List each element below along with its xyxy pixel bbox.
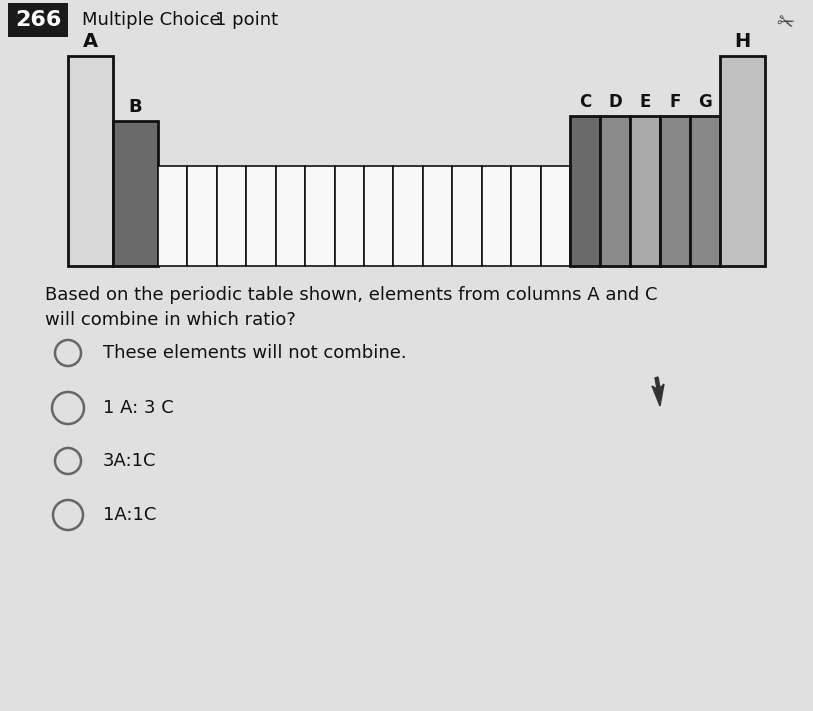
- Bar: [482, 166, 511, 266]
- Text: 1 A: 3 C: 1 A: 3 C: [103, 399, 174, 417]
- Text: Based on the periodic table shown, elements from columns A and C: Based on the periodic table shown, eleme…: [45, 286, 658, 304]
- Polygon shape: [652, 377, 664, 406]
- Bar: [335, 166, 364, 266]
- Bar: [570, 116, 600, 266]
- Text: 266: 266: [15, 10, 61, 30]
- Bar: [630, 116, 660, 266]
- Bar: [8, 3, 68, 37]
- Text: will combine in which ratio?: will combine in which ratio?: [45, 311, 296, 329]
- Bar: [393, 166, 423, 266]
- Bar: [113, 121, 158, 266]
- Bar: [423, 166, 452, 266]
- Bar: [276, 166, 305, 266]
- Text: A: A: [83, 32, 98, 51]
- Text: 1 point: 1 point: [215, 11, 278, 29]
- Bar: [364, 166, 393, 266]
- Bar: [188, 166, 217, 266]
- Text: C: C: [579, 93, 591, 111]
- Text: 3A:1C: 3A:1C: [103, 452, 156, 470]
- Bar: [660, 116, 690, 266]
- Text: D: D: [608, 93, 622, 111]
- Bar: [600, 116, 630, 266]
- Text: F: F: [669, 93, 680, 111]
- Bar: [158, 166, 188, 266]
- Text: These elements will not combine.: These elements will not combine.: [103, 344, 406, 362]
- Bar: [246, 166, 276, 266]
- Bar: [720, 56, 765, 266]
- Bar: [511, 166, 541, 266]
- Bar: [541, 166, 570, 266]
- Bar: [452, 166, 482, 266]
- Text: G: G: [698, 93, 712, 111]
- Text: B: B: [128, 98, 142, 116]
- Bar: [305, 166, 335, 266]
- Bar: [690, 116, 720, 266]
- Text: Multiple Choice: Multiple Choice: [82, 11, 220, 29]
- Bar: [217, 166, 246, 266]
- Text: H: H: [734, 32, 750, 51]
- Text: ✂: ✂: [772, 11, 796, 36]
- Text: E: E: [639, 93, 650, 111]
- Bar: [68, 56, 113, 266]
- Text: 1A:1C: 1A:1C: [103, 506, 156, 524]
